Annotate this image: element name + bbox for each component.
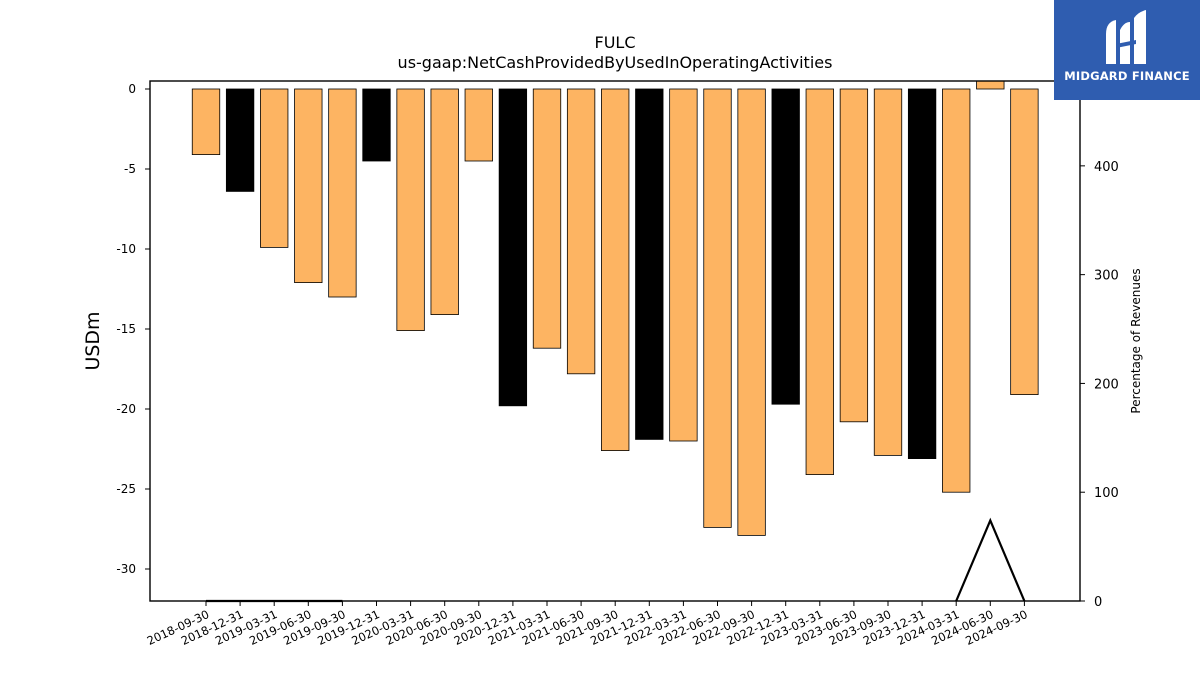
y2-tick-label: 200: [1094, 377, 1119, 392]
bar-2023-03-31: [805, 88, 834, 476]
bar-2023-09-30: [873, 88, 903, 456]
percentage-line-layer: [206, 517, 1026, 603]
bar-2019-03-31: [260, 88, 289, 248]
bar-2024-06-30: [976, 80, 1005, 90]
x-axis: 2018-09-302018-12-312019-03-312019-06-30…: [145, 601, 1030, 648]
y2-tick-label: 0: [1094, 595, 1102, 610]
y2-axis-label: Percentage of Revenues: [1129, 268, 1143, 413]
bar-2020-12-31: [498, 88, 528, 407]
bar-2022-06-30: [703, 88, 732, 528]
bar-2019-12-31: [362, 88, 391, 162]
bar-2018-09-30: [191, 88, 221, 155]
y-axis-label: USDm: [82, 311, 104, 370]
percentage-line-segment-2: [955, 517, 1026, 602]
chart-subtitle: us-gaap:NetCashProvidedByUsedInOperating…: [398, 53, 833, 72]
midgard-logo-icon: [1106, 10, 1146, 64]
y-tick-label: 0: [128, 82, 136, 96]
y-axis-left: 0 -5 -10 -15 -20 -25 -30: [116, 82, 150, 576]
y-tick-label: -25: [116, 482, 136, 496]
bars-layer: [191, 80, 1039, 536]
bar-2021-03-31: [532, 88, 562, 349]
bar-2021-09-30: [601, 88, 630, 452]
y-axis-right: 0 100 200 300 400: [1080, 160, 1119, 610]
y-tick-label: -30: [116, 562, 136, 576]
bar-2019-09-30: [328, 88, 357, 298]
y2-tick-label: 400: [1094, 160, 1119, 175]
y2-tick-label: 100: [1094, 486, 1119, 501]
bar-2023-06-30: [839, 88, 869, 423]
y-tick-label: -20: [116, 402, 136, 416]
chart-title: FULC: [595, 33, 636, 52]
bar-2021-06-30: [566, 88, 596, 375]
bar-2022-09-30: [737, 88, 766, 536]
bar-2024-09-30: [1010, 88, 1039, 396]
bar-2019-06-30: [294, 88, 323, 284]
brand-name: MIDGARD FINANCE: [1064, 69, 1190, 83]
bar-2024-03-31: [942, 88, 971, 493]
bar-2020-03-31: [396, 88, 425, 332]
bar-2022-03-31: [669, 88, 698, 442]
bar-2020-06-30: [430, 88, 459, 316]
y-tick-label: -15: [116, 322, 136, 336]
bar-2022-12-31: [771, 88, 800, 405]
bar-2021-12-31: [635, 88, 664, 440]
bar-2023-12-31: [907, 88, 937, 460]
y-tick-label: -10: [116, 242, 136, 256]
brand-logo: MIDGARD FINANCE: [1054, 0, 1200, 100]
bar-2020-09-30: [464, 88, 493, 162]
y2-tick-label: 300: [1094, 269, 1119, 284]
y-tick-label: -5: [124, 162, 136, 176]
bar-2018-12-31: [225, 88, 255, 192]
